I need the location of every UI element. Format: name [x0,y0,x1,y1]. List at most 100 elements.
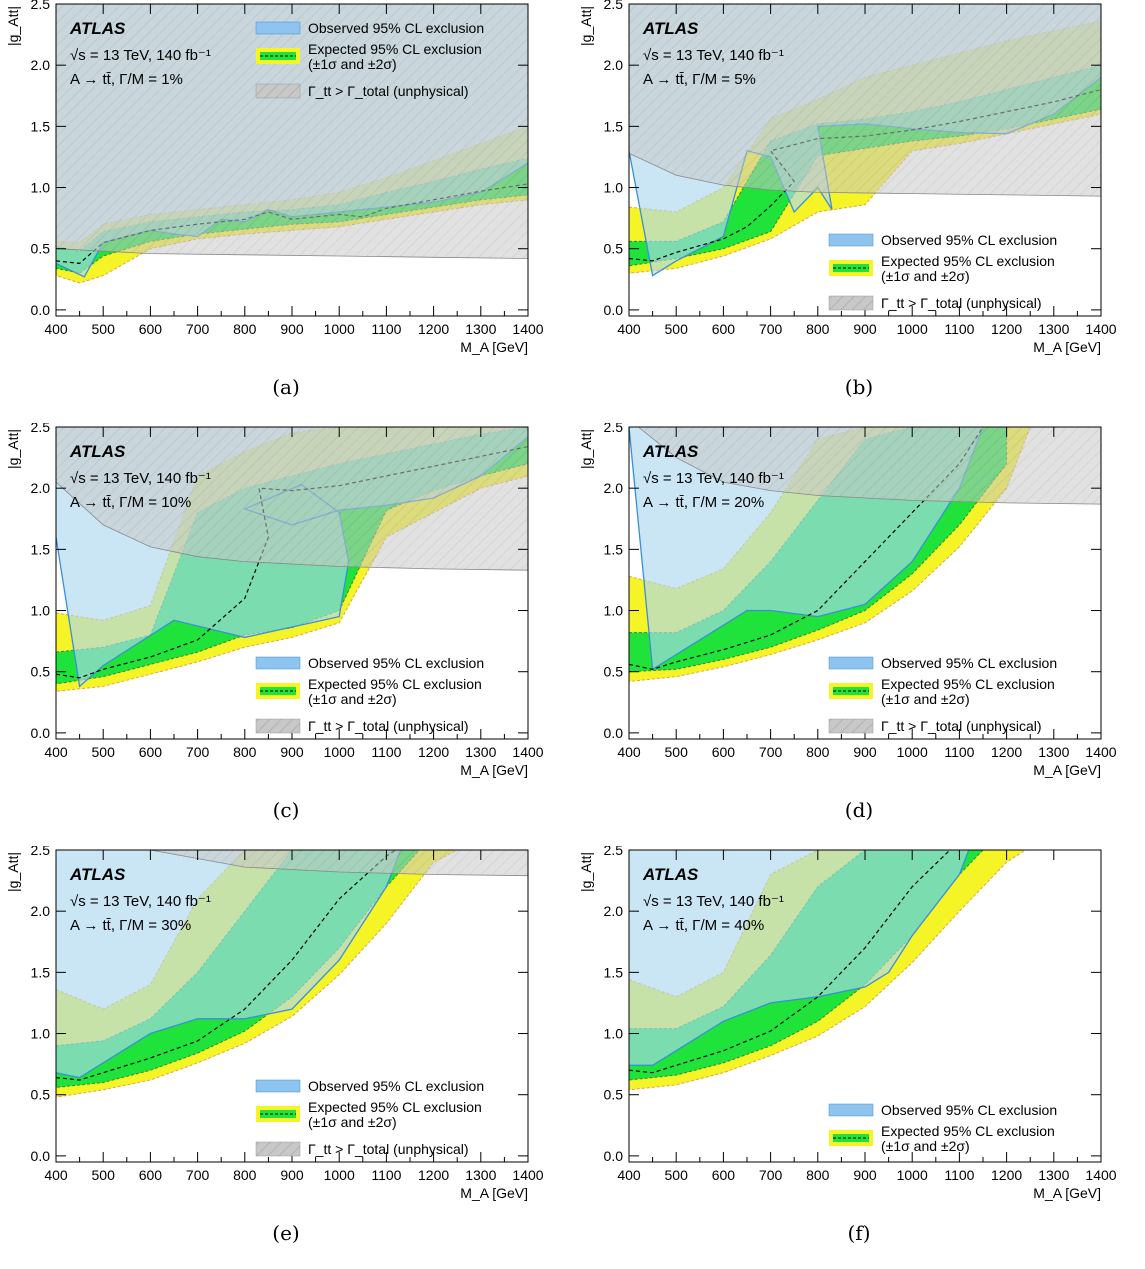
legend-label-expected: Expected 95% CL exclusion [308,1099,482,1115]
x-tick-label: 700 [759,1167,783,1183]
chart-svg: 400 500 600 700 800 900 1000 1100 1200 1300 1400 0.… [5,0,544,355]
x-axis-label: M_A [GeV] [460,339,528,355]
x-tick-label: 700 [186,321,210,337]
observed-line [629,850,970,1066]
unphysical-region [629,4,1101,197]
legend-swatch-unphysical [255,1141,301,1157]
panel-caption: (a) [272,375,300,399]
plot-area [56,4,528,284]
y-tick-label: 2.0 [604,57,624,73]
legend-label-expected: Expected 95% CL exclusion [881,676,1055,692]
y-tick-label: 0.5 [604,241,624,257]
x-tick-label: 900 [853,321,877,337]
y-tick-label: 0.5 [31,241,51,257]
y-tick-label: 2.0 [604,903,624,919]
x-tick-label: 900 [853,1167,877,1183]
x-tick-label: 900 [280,744,304,760]
x-tick-label: 1400 [1085,321,1116,337]
x-tick-label: 400 [617,744,641,760]
x-tick-label: 700 [759,744,783,760]
x-tick-label: 500 [92,1167,116,1183]
x-tick-label: 1300 [1038,1167,1069,1183]
x-axis-label: M_A [GeV] [460,1185,528,1201]
chart-svg: 400 500 600 700 800 900 1000 1100 1200 1300 1400 0.… [578,0,1117,355]
legend-label-observed: Observed 95% CL exclusion [308,20,484,36]
x-tick-label: 500 [665,321,689,337]
chart-svg: 400 500 600 700 800 900 1000 1100 1200 1300 1400 0.… [5,846,544,1201]
energy-label: √s = 13 TeV, 140 fb⁻¹ [643,893,784,910]
x-tick-label: 1000 [324,1167,355,1183]
legend-label-sigma: (±1σ and ±2σ) [308,691,397,707]
y-tick-label: 1.0 [604,180,624,196]
experiment-label: ATLAS [69,865,126,884]
x-tick-label: 600 [139,321,163,337]
expected-median-line [56,850,397,1081]
x-tick-label: 700 [186,1167,210,1183]
chart-svg: 400 500 600 700 800 900 1000 1100 1200 1300 1400 0.… [578,846,1117,1201]
x-tick-label: 500 [665,1167,689,1183]
y-tick-label: 1.0 [604,603,624,619]
y-axis-label: |g_Att| [578,852,594,892]
x-tick-label: 1200 [991,744,1022,760]
legend-label-sigma: (±1σ and ±2σ) [881,268,970,284]
x-tick-label: 1100 [944,744,974,760]
x-tick-label: 800 [233,1167,257,1183]
observed-line [629,427,984,671]
x-tick-label: 800 [806,1167,830,1183]
legend-label-unphysical: Γ_tt > Γ_total (unphysical) [308,1141,469,1157]
x-tick-label: 400 [617,321,641,337]
y-tick-label: 2.0 [31,480,51,496]
legend-swatch-unphysical [828,295,874,311]
y-tick-label: 2.5 [31,0,51,12]
y-axis-label: |g_Att| [5,852,21,892]
observed-exclusion [629,850,969,1066]
y-tick-label: 2.5 [604,846,624,858]
model-label: A → tt̄, Γ/M = 30% [70,917,191,934]
expected-median-line [629,89,1101,262]
legend-label-unphysical: Γ_tt > Γ_total (unphysical) [881,295,1042,311]
x-tick-label: 1300 [465,744,496,760]
legend-swatch-unphysical [828,718,874,734]
plot-area [56,850,528,1098]
legend-label-observed: Observed 95% CL exclusion [881,1102,1057,1118]
x-tick-label: 1100 [371,744,401,760]
x-tick-label: 1000 [897,321,928,337]
experiment-label: ATLAS [642,865,699,884]
energy-label: √s = 13 TeV, 140 fb⁻¹ [643,47,784,64]
x-tick-label: 600 [139,744,163,760]
y-tick-label: 2.0 [31,57,51,73]
x-tick-label: 700 [759,321,783,337]
legend-swatch-observed [828,656,874,670]
y-axis-label: |g_Att| [578,6,594,46]
observed-line [56,850,402,1079]
x-tick-label: 1100 [371,1167,401,1183]
legend-swatch-observed [828,1103,874,1117]
model-label: A → tt̄, Γ/M = 1% [70,71,183,88]
legend: Observed 95% CL exclusion Expected 95% CL… [828,232,1057,311]
y-tick-label: 2.5 [604,0,624,12]
chart-panel: 400 500 600 700 800 900 1000 1100 1200 1300 1400 0.… [573,423,1145,846]
panel-caption: (c) [272,798,300,822]
x-tick-label: 800 [806,321,830,337]
legend-label-observed: Observed 95% CL exclusion [881,232,1057,248]
unphysical-region [56,4,528,259]
x-tick-label: 600 [712,744,736,760]
x-tick-label: 1300 [465,1167,496,1183]
unphysical-region [637,427,1101,505]
x-tick-label: 500 [92,321,116,337]
chart-svg: 400 500 600 700 800 900 1000 1100 1200 1300 1400 0.… [5,423,544,778]
x-tick-label: 700 [186,744,210,760]
y-tick-label: 0.0 [31,725,51,741]
panel-caption: (e) [272,1221,300,1245]
x-tick-label: 1400 [1085,1167,1116,1183]
legend: Observed 95% CL exclusion Expected 95% CL… [255,20,484,99]
y-tick-label: 2.5 [604,423,624,435]
legend-label-expected: Expected 95% CL exclusion [308,676,482,692]
x-tick-label: 900 [853,744,877,760]
legend-swatch-unphysical [255,718,301,734]
y-tick-label: 1.5 [604,541,624,557]
legend-label-unphysical: Γ_tt > Γ_total (unphysical) [308,718,469,734]
x-axis-label: M_A [GeV] [1033,762,1101,778]
legend-label-expected: Expected 95% CL exclusion [881,1123,1055,1139]
